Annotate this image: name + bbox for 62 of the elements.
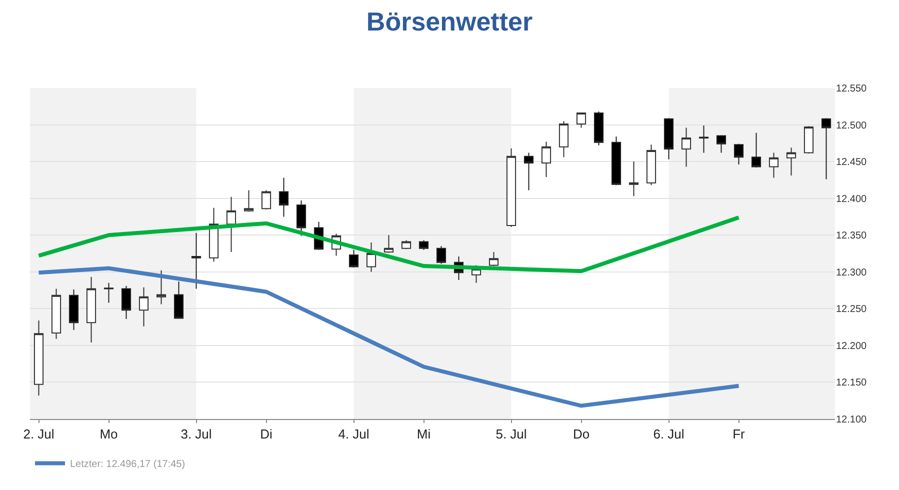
x-tick-label: Mi (416, 426, 431, 442)
candlestick (436, 246, 446, 264)
x-tick-label: 6. Jul (653, 426, 684, 442)
candlestick (751, 132, 762, 168)
candlestick (821, 118, 832, 180)
candlestick (804, 126, 814, 154)
candlestick (51, 288, 62, 340)
candlestick (191, 232, 202, 290)
candlestick (664, 118, 674, 160)
candlestick (278, 177, 289, 218)
candlestick (524, 152, 534, 191)
candlestick (698, 125, 709, 154)
candlestick (646, 144, 656, 186)
candlestick (244, 190, 254, 212)
candlestick (296, 200, 306, 236)
chart-title: Börsenwetter (366, 6, 533, 36)
y-tick-label: 12.450 (836, 157, 868, 168)
candlestick (541, 141, 552, 178)
candlestick (716, 135, 726, 154)
y-tick-label: 12.350 (836, 230, 868, 242)
x-tick-label: Fr (732, 426, 746, 442)
candlestick (121, 285, 132, 320)
candlestick (384, 234, 394, 254)
candlestick (401, 240, 412, 250)
x-tick-label: Di (260, 426, 272, 442)
candlestick (558, 120, 569, 158)
x-tick-label: Mo (100, 426, 118, 442)
candlestick (261, 190, 272, 210)
y-tick-label: 12.300 (836, 267, 868, 278)
y-tick-label: 12.150 (836, 378, 868, 389)
y-tick-label: 12.200 (836, 340, 868, 352)
x-tick-label: 3. Jul (180, 426, 212, 442)
y-tick-label: 12.500 (836, 120, 868, 132)
candlestick (628, 161, 639, 197)
candlestick (366, 242, 376, 272)
candlestick (734, 143, 744, 165)
candlestick (348, 249, 359, 268)
y-tick-label: 12.550 (836, 84, 868, 94)
candlestick (681, 127, 692, 168)
candlestick (156, 270, 166, 305)
y-tick-label: 12.100 (836, 414, 868, 426)
y-tick-label: 12.250 (836, 304, 868, 316)
candlestick (786, 147, 796, 176)
x-tick-label: 4. Jul (338, 426, 370, 442)
candlestick (611, 136, 622, 186)
candlestick (68, 289, 79, 330)
x-tick-label: Do (572, 426, 590, 442)
candlestick (34, 320, 44, 396)
candlestick (488, 252, 499, 266)
y-tick-label: 12.400 (836, 194, 868, 205)
candlestick (418, 240, 429, 250)
legend-label: Letzter: 12.496,17 (17:45) (70, 459, 186, 470)
x-tick-label: 2. Jul (23, 426, 54, 442)
candlestick (174, 280, 184, 319)
candlestick (594, 111, 604, 146)
candlestick (576, 112, 586, 128)
candlestick (768, 152, 779, 178)
candlestick (226, 196, 236, 253)
candlestick (138, 286, 149, 327)
candlestick (104, 282, 114, 304)
x-tick-label: 5. Jul (496, 426, 527, 442)
candlestick (86, 276, 96, 343)
